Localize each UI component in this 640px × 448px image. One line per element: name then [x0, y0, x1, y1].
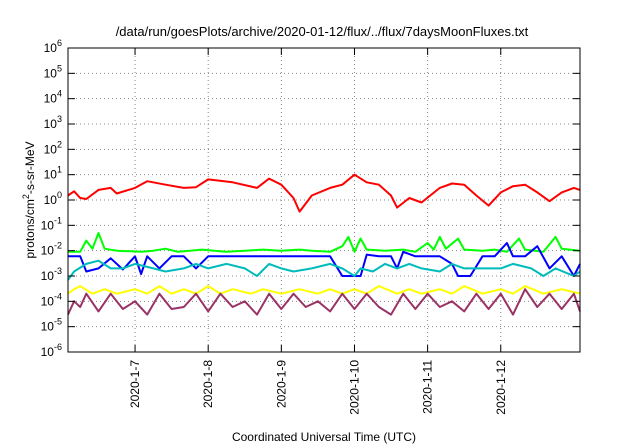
y-tick-labels: 10-6 10-5 10-4 10-3 10-2 10-1 100 101 102 103 104 1… [41, 38, 62, 359]
y-axis-label-rest: -s-sr-MeV [23, 141, 37, 194]
x-tick-label: 2020-1-11 [421, 360, 435, 414]
chart-title: /data/run/goesPlots/archive/2020-01-12/f… [116, 24, 529, 39]
x-tick-label: 2020-1-12 [494, 360, 508, 415]
y-tick-label: 10-4 [41, 291, 62, 308]
y-tick-label: 103 [44, 114, 62, 131]
y-tick-label: 10-5 [41, 317, 62, 334]
y-tick-label: 10-1 [41, 215, 62, 232]
x-tick-label: 2020-1-7 [128, 360, 142, 408]
x-tick-label: 2020-1-10 [347, 360, 361, 415]
axis-ticks [68, 47, 580, 353]
y-tick-label: 106 [44, 38, 62, 55]
y-tick-label: 104 [44, 89, 62, 106]
series-line-3 [68, 242, 581, 277]
y-tick-label: 10-3 [41, 266, 62, 283]
series-line-2 [68, 232, 581, 253]
y-tick-label: 101 [44, 165, 62, 182]
series-line-5 [67, 285, 581, 295]
series-line-1 [67, 173, 581, 213]
y-tick-label: 10-2 [41, 241, 62, 258]
x-tick-label: 2020-1-9 [274, 360, 288, 408]
series-line-6 [67, 288, 581, 316]
y-tick-label: 105 [44, 63, 62, 80]
x-tick-label: 2020-1-8 [201, 360, 215, 408]
y-tick-label: 10-6 [41, 342, 62, 359]
y-tick-label: 100 [44, 190, 62, 207]
x-tick-labels: 2020-1-7 2020-1-8 2020-1-9 2020-1-10 2020-1-… [128, 360, 508, 415]
series-layer [67, 173, 581, 316]
x-axis-label: Coordinated Universal Time (UTC) [232, 430, 416, 444]
y-axis-label-main: protons/cm [23, 199, 37, 258]
y-axis-label-sup: 2 [21, 194, 31, 199]
y-tick-label: 102 [44, 139, 62, 156]
y-axis-label: protons/cm2-s-sr-MeV [21, 141, 37, 258]
series-line-4 [67, 259, 581, 281]
